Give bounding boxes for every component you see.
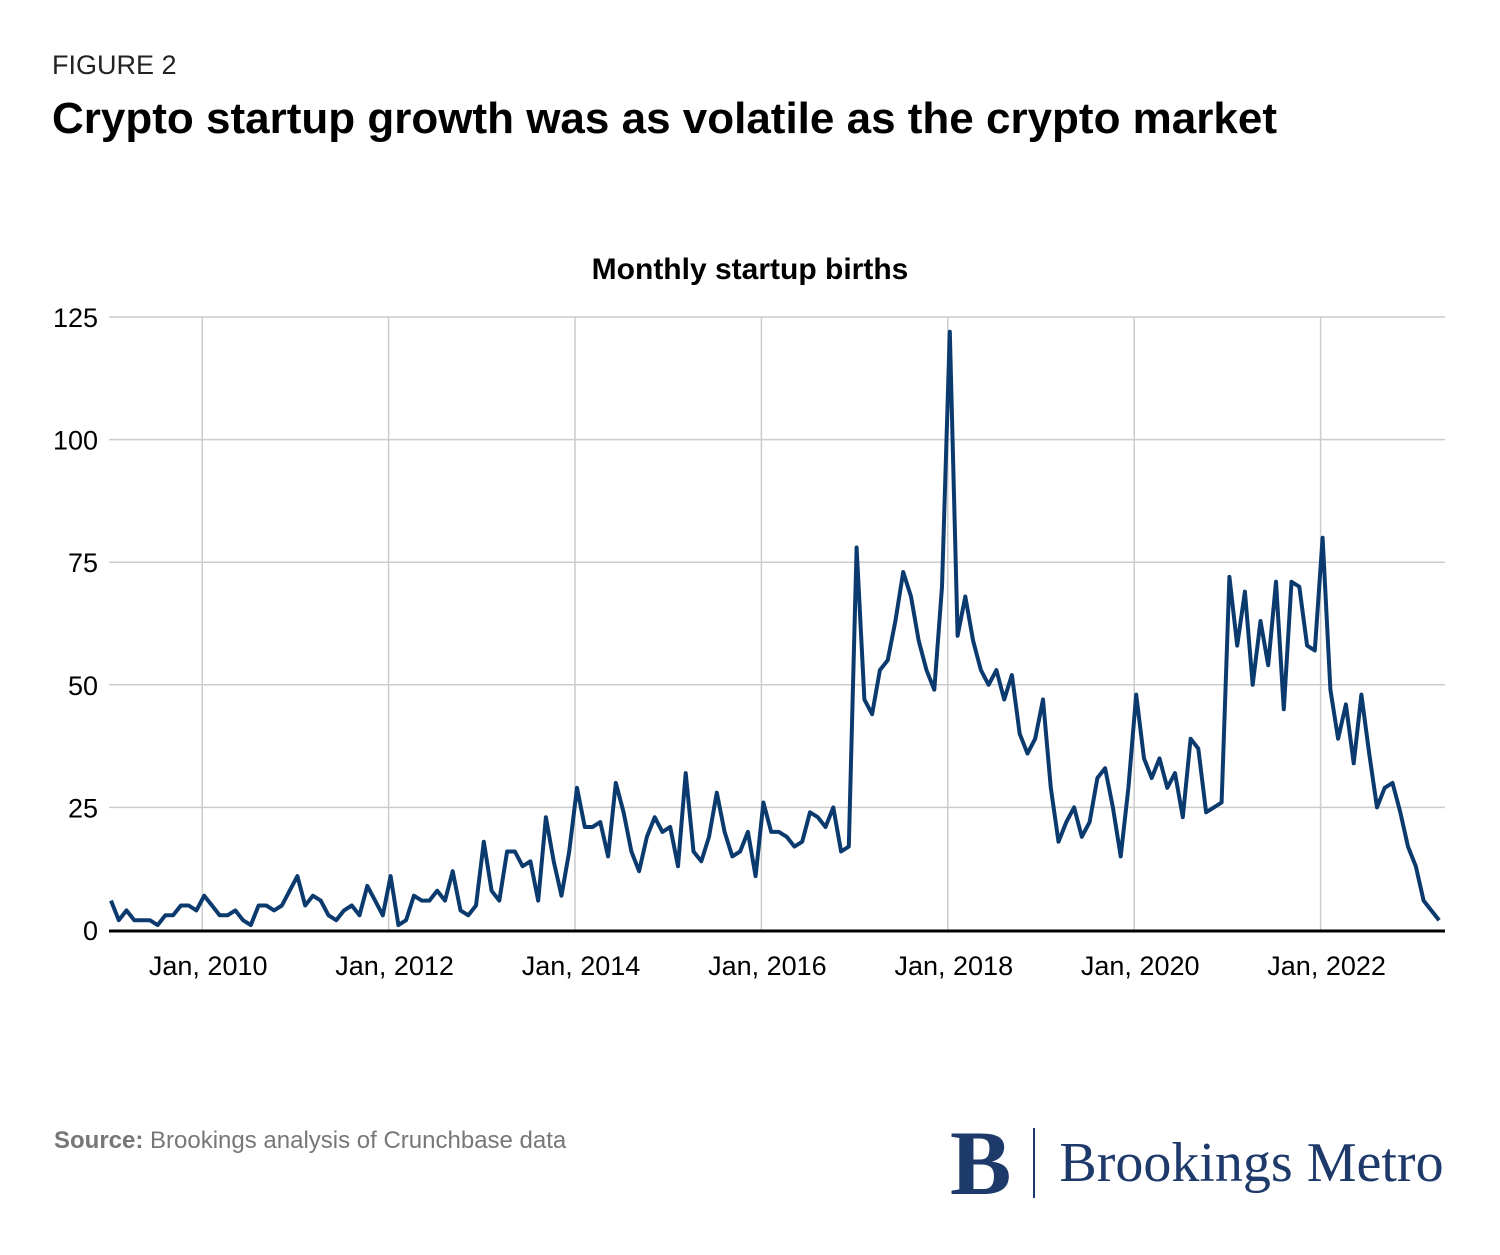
y-tick-label: 125 bbox=[53, 303, 98, 333]
source-text: Brookings analysis of Crunchbase data bbox=[143, 1127, 567, 1154]
brookings-logo: B Brookings Metro bbox=[950, 1117, 1444, 1209]
chart-title: Monthly startup births bbox=[592, 253, 909, 286]
x-tick-label: Jan, 2016 bbox=[708, 951, 827, 981]
x-tick-label: Jan, 2022 bbox=[1267, 951, 1386, 981]
x-tick-label: Jan, 2012 bbox=[335, 951, 454, 981]
chart-headline: Crypto startup growth was as volatile as… bbox=[52, 94, 1277, 143]
x-tick-label: Jan, 2018 bbox=[894, 951, 1013, 981]
y-tick-label: 75 bbox=[68, 548, 98, 578]
series-line bbox=[109, 329, 1441, 928]
y-tick-label: 0 bbox=[83, 916, 98, 946]
logo-divider bbox=[1033, 1127, 1036, 1198]
source-label: Source: bbox=[54, 1127, 144, 1154]
figure-label: FIGURE 2 bbox=[52, 50, 177, 80]
source-note: Source: Brookings analysis of Crunchbase… bbox=[54, 1127, 566, 1155]
x-tick-label: Jan, 2014 bbox=[522, 951, 641, 981]
logo-name: Brookings Metro bbox=[1059, 1131, 1444, 1194]
logo-letter: B bbox=[950, 1111, 1012, 1214]
x-tick-label: Jan, 2010 bbox=[149, 951, 268, 981]
y-tick-label: 25 bbox=[68, 793, 98, 823]
y-tick-label: 50 bbox=[68, 671, 98, 701]
y-tick-label: 100 bbox=[53, 426, 98, 456]
x-tick-label: Jan, 2020 bbox=[1081, 951, 1200, 981]
